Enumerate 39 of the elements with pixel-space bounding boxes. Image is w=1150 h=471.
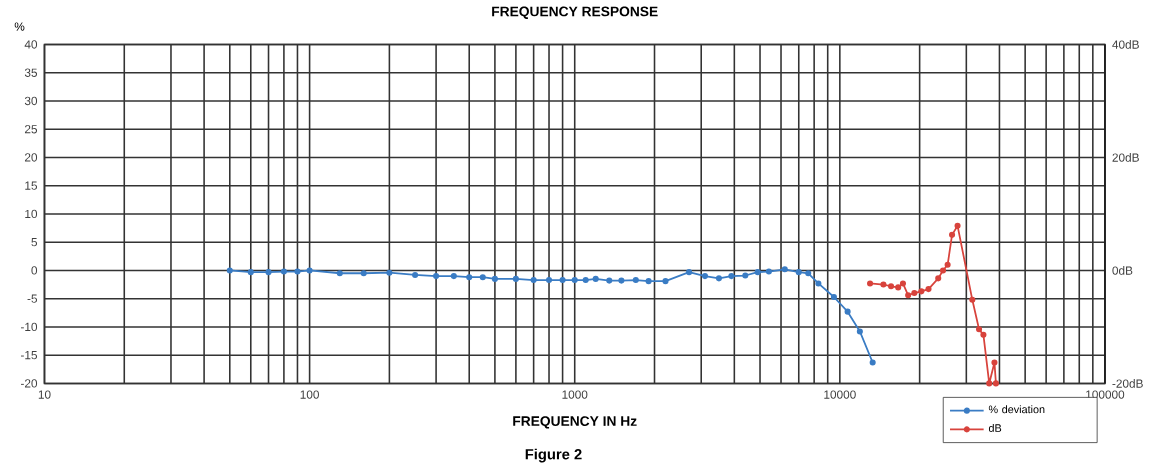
- x-axis-title: FREQUENCY IN Hz: [513, 416, 637, 429]
- y-tick-label: -5: [27, 294, 38, 303]
- point: [905, 292, 912, 299]
- x-tick-label: 1000: [562, 390, 588, 399]
- x-tick-label: 100: [300, 390, 319, 399]
- y-tick-label: -15: [20, 350, 38, 360]
- point: [944, 261, 951, 268]
- point: [986, 380, 993, 387]
- point: [991, 359, 998, 366]
- point: [887, 283, 895, 290]
- y-tick-label: 20: [24, 153, 38, 162]
- legend-label: dB: [988, 423, 1002, 432]
- y-tick-label: 10: [25, 209, 38, 218]
- y2-tick-label: 0dB: [1112, 265, 1133, 275]
- y2-tick-label: 40dB: [1112, 39, 1139, 49]
- chart-title: FREQUENCY RESPONSE: [492, 6, 658, 19]
- y2-tick-label: 20dB: [1112, 152, 1139, 162]
- y-tick-label: 30: [24, 96, 38, 105]
- y-tick-label: 15: [25, 181, 38, 190]
- caption: Figure 2: [525, 448, 582, 463]
- y-axis-title: %: [14, 22, 25, 31]
- point: [918, 288, 925, 295]
- y-tick-label: 0: [31, 266, 38, 275]
- legend-label: % deviation: [988, 405, 1045, 414]
- point: [899, 280, 907, 287]
- y-tick-label: 25: [24, 124, 38, 134]
- y-tick-label: -20: [20, 379, 38, 388]
- point: [911, 289, 918, 296]
- point: [980, 331, 987, 338]
- x-tick-label: 10: [38, 390, 51, 399]
- y-tick-label: 35: [24, 68, 38, 77]
- point: [880, 281, 887, 288]
- y-tick-label: 5: [31, 237, 38, 247]
- x-tick-label: 10000: [824, 390, 856, 399]
- y-tick-label: 40: [24, 40, 38, 49]
- point: [939, 267, 947, 274]
- y-tick-label: -10: [20, 322, 38, 331]
- point: [925, 285, 932, 292]
- y2-tick-label: -20dB: [1112, 378, 1143, 388]
